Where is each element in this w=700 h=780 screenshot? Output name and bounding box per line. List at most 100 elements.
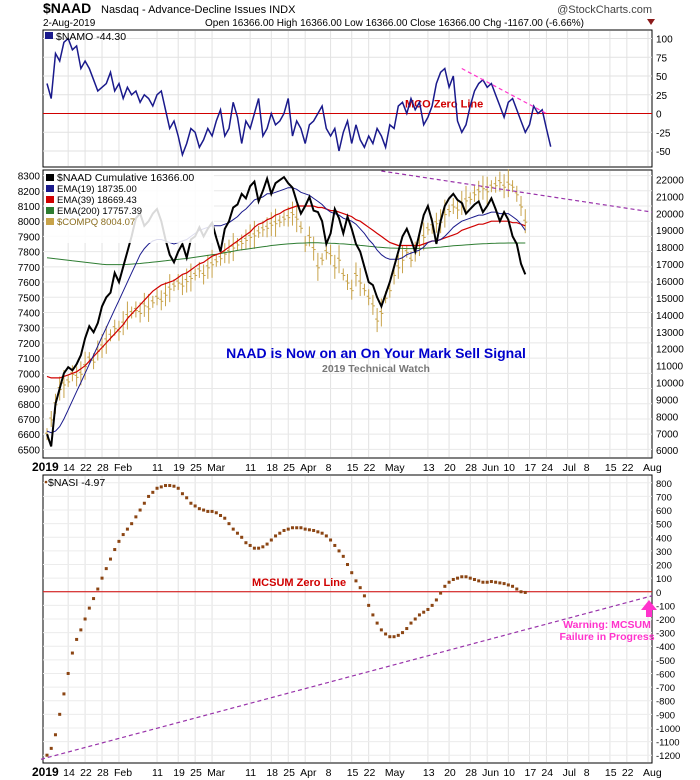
naad-legend-item: $NAAD Cumulative 16366.00 [57, 172, 194, 184]
warning-line-1: Warning: MCSUM [563, 619, 651, 631]
naad-yaxis-right: 6000 7000 8000 9000 10000 11000 12000 13000 1400… [656, 175, 684, 457]
naad-ytick-right-label: 19000 [656, 226, 684, 237]
namo-legend-label: $NAMO -44.30 [56, 31, 126, 43]
nasi-point [506, 583, 510, 587]
xtick-label: Feb [114, 462, 132, 474]
nasi-point [443, 584, 447, 588]
nasi-ytick-label: -700 [656, 683, 675, 694]
naad-ytick-left-label: 6600 [18, 430, 41, 441]
nasi-point [417, 613, 421, 617]
naad-ytick-left-label: 7400 [18, 308, 41, 319]
xtick-label: 17 [524, 767, 536, 779]
nasi-point [286, 527, 290, 531]
xtick-label: Aug [643, 767, 662, 779]
nasi-point [147, 494, 151, 498]
nasi-ytick-label: 400 [656, 533, 672, 544]
nasi-point [472, 578, 476, 582]
nasi-point [456, 576, 460, 580]
nasi-point [240, 535, 244, 539]
naad-ytick-left-label: 6900 [18, 385, 41, 396]
nasi-ytick-label: -200 [656, 615, 675, 626]
nasi-point [185, 496, 189, 500]
xtick-label: 14 [63, 462, 75, 474]
xtick-label: 10 [503, 767, 515, 779]
naad-ytick-right-label: 7000 [656, 429, 679, 440]
nasi-point [299, 526, 303, 530]
xtick-label: May [385, 767, 406, 779]
nasi-point [202, 508, 206, 512]
xtick-label: 22 [80, 767, 92, 779]
nasi-xaxis: 2019 14 22 28 Feb 11 19 25 Mar 11 18 25 Apr 8 15 22 May 1… [32, 765, 662, 779]
naad-ytick-right-label: 13000 [656, 328, 684, 339]
nasi-point [388, 635, 392, 639]
nasi-point [75, 637, 79, 641]
nasi-ytick-label: 500 [656, 520, 672, 531]
nasi-point [523, 590, 527, 594]
nasi-yaxis: -1200-1100-1000-900-800-700-600-500-400-… [656, 479, 680, 762]
nasi-point [125, 527, 129, 531]
nasi-ytick-label: -500 [656, 656, 675, 667]
xtick-label: 25 [190, 462, 202, 474]
nasi-point [341, 554, 345, 558]
nasi-point [274, 534, 278, 538]
warning-arrow-icon [641, 600, 657, 617]
watch-annotation: 2019 Technical Watch [322, 363, 430, 375]
naad-legend-item: $COMPQ 8004.07 [57, 217, 135, 228]
xtick-label: Mar [207, 767, 226, 779]
xtick-label: 11 [245, 462, 256, 474]
naad-legend-item: EMA(19) 18735.00 [57, 184, 137, 195]
nasi-point [367, 603, 371, 607]
xtick-label: 19 [173, 767, 185, 779]
nasi-point [371, 613, 375, 617]
nasi-ytick-label: 100 [656, 574, 672, 585]
nasi-point [62, 692, 66, 696]
xtick-label: 22 [80, 462, 92, 474]
naad-legend-swatch [46, 207, 54, 214]
xtick-label: 8 [326, 767, 332, 779]
namo-panel: -50 -25 0 25 50 75 100 MCO Zero Line $NAMO -44… [42, 29, 673, 168]
nasi-points [44, 480, 527, 757]
xtick-label: Jul [563, 462, 576, 474]
naad-ytick-left-label: 7600 [18, 278, 41, 289]
nasi-point [151, 490, 155, 494]
xtick-label: 25 [283, 767, 295, 779]
nasi-ytick-label: -600 [656, 669, 675, 680]
nasi-point [468, 576, 472, 580]
nasi-point [121, 533, 125, 537]
nasi-point [104, 567, 108, 571]
nasi-point [413, 617, 417, 621]
nasi-point [401, 631, 405, 635]
xtick-label: 25 [190, 767, 202, 779]
compq-bars [45, 169, 528, 441]
nasi-point [392, 635, 396, 639]
xtick-label: Mar [207, 462, 226, 474]
nasi-point [252, 546, 256, 550]
naad-legend-swatch [46, 185, 54, 192]
nasi-point [329, 538, 333, 542]
naad-ytick-left-label: 7000 [18, 369, 41, 380]
nasi-point [515, 587, 519, 591]
down-arrow-icon [647, 19, 655, 25]
namo-series-line [46, 37, 552, 158]
nasi-point [384, 632, 388, 636]
xtick-label: 28 [465, 462, 477, 474]
nasi-point [460, 575, 464, 579]
symbol-label: $NAAD [43, 0, 91, 16]
nasi-point [333, 543, 337, 547]
naad-ytick-left-label: 7500 [18, 293, 41, 304]
naad-ytick-left-label: 7100 [18, 354, 41, 365]
nasi-point [502, 582, 506, 586]
nasi-ytick-label: 300 [656, 547, 672, 558]
namo-legend-swatch [45, 32, 53, 39]
naad-trendline [381, 170, 653, 213]
nasi-point [295, 526, 299, 530]
naad-ytick-right-label: 11000 [656, 362, 684, 373]
naad-ytick-left-label: 6700 [18, 415, 41, 426]
nasi-point [138, 508, 142, 512]
nasi-point [53, 733, 57, 737]
naad-ytick-left-label: 7800 [18, 248, 41, 259]
naad-ytick-left-label: 8200 [18, 187, 41, 198]
xtick-label: 14 [63, 767, 75, 779]
naad-legend-swatch [46, 174, 54, 181]
